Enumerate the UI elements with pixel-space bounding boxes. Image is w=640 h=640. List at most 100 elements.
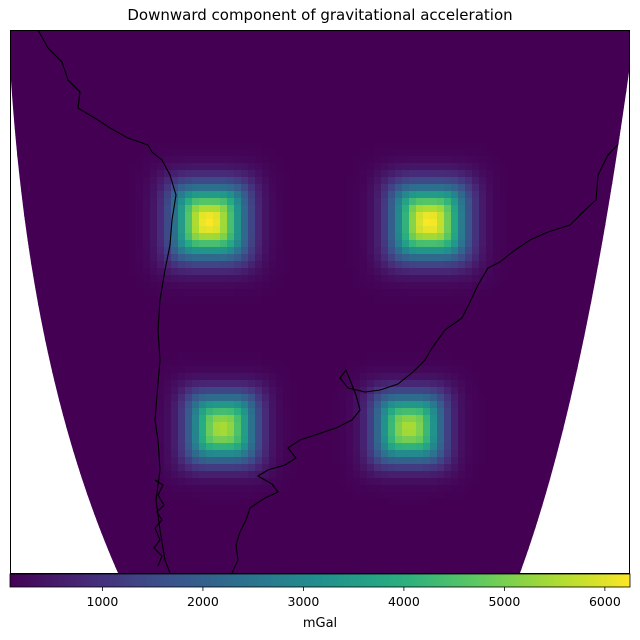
heatmap-cell [493, 324, 501, 332]
heatmap-cell [248, 394, 256, 402]
heatmap-cell [248, 198, 256, 206]
heatmap-cell [311, 289, 319, 297]
heatmap-cell [157, 296, 165, 304]
heatmap-cell [367, 408, 375, 416]
heatmap-cell [122, 338, 130, 346]
heatmap-cell [430, 415, 438, 423]
heatmap-cell [402, 128, 410, 136]
heatmap-cell [59, 296, 67, 304]
heatmap-cell [591, 121, 599, 129]
heatmap-cell [164, 170, 172, 178]
heatmap-cell [129, 135, 137, 143]
heatmap-cell [52, 387, 60, 395]
heatmap-cell [416, 352, 424, 360]
heatmap-cell [255, 247, 263, 255]
heatmap-cell [486, 156, 494, 164]
heatmap-cell [171, 65, 179, 73]
heatmap-cell [304, 240, 312, 248]
heatmap-cell [374, 310, 382, 318]
heatmap-cell [213, 142, 221, 150]
heatmap-cell [115, 44, 123, 52]
heatmap-cell [346, 205, 354, 213]
heatmap-cell [87, 121, 95, 129]
heatmap-cell [591, 310, 599, 318]
heatmap-cell [563, 219, 571, 227]
heatmap-cell [108, 198, 116, 206]
heatmap-cell [318, 163, 326, 171]
heatmap-cell [423, 233, 431, 241]
heatmap-cell [346, 121, 354, 129]
heatmap-cell [556, 261, 564, 269]
heatmap-cell [535, 86, 543, 94]
heatmap-cell [122, 415, 130, 423]
heatmap-cell [73, 163, 81, 171]
heatmap-cell [437, 261, 445, 269]
heatmap-cell [388, 247, 396, 255]
heatmap-cell [388, 394, 396, 402]
heatmap-cell [360, 373, 368, 381]
heatmap-cell [458, 401, 466, 409]
chart-title: Downward component of gravitational acce… [127, 6, 513, 24]
heatmap-cell [31, 359, 39, 367]
heatmap-cell [619, 380, 627, 388]
heatmap-cell [577, 72, 585, 80]
heatmap-cell [612, 93, 620, 101]
heatmap-cell [472, 296, 480, 304]
heatmap-cell [563, 226, 571, 234]
heatmap-cell [612, 324, 620, 332]
heatmap-cell [514, 345, 522, 353]
heatmap-cell [479, 205, 487, 213]
heatmap-cell [290, 289, 298, 297]
heatmap-cell [143, 107, 151, 115]
heatmap-cell [220, 324, 228, 332]
heatmap-cell [528, 184, 536, 192]
heatmap-cell [164, 331, 172, 339]
heatmap-cell [381, 275, 389, 283]
heatmap-cell [479, 44, 487, 52]
heatmap-cell [262, 93, 270, 101]
heatmap-cell [10, 415, 18, 423]
heatmap-cell [185, 345, 193, 353]
heatmap-cell [584, 100, 592, 108]
heatmap-cell [423, 254, 431, 262]
heatmap-cell [59, 170, 67, 178]
heatmap-cell [353, 317, 361, 325]
heatmap-cell [451, 303, 459, 311]
heatmap-cell [164, 233, 172, 241]
heatmap-cell [514, 205, 522, 213]
heatmap-cell [381, 135, 389, 143]
heatmap-cell [619, 394, 627, 402]
heatmap-cell [206, 72, 214, 80]
heatmap-cell [164, 72, 172, 80]
heatmap-cell [297, 289, 305, 297]
heatmap-cell [220, 198, 228, 206]
heatmap-cell [304, 352, 312, 360]
heatmap-cell [430, 289, 438, 297]
heatmap-cell [297, 296, 305, 304]
heatmap-cell [276, 37, 284, 45]
heatmap-cell [66, 198, 74, 206]
heatmap-cell [10, 261, 18, 269]
heatmap-cell [479, 247, 487, 255]
heatmap-cell [45, 422, 53, 430]
heatmap-cell [269, 65, 277, 73]
heatmap-cell [598, 373, 606, 381]
heatmap-cell [318, 324, 326, 332]
heatmap-cell [38, 198, 46, 206]
heatmap-cell [444, 191, 452, 199]
heatmap-cell [591, 380, 599, 388]
heatmap-cell [311, 261, 319, 269]
heatmap-cell [213, 93, 221, 101]
heatmap-cell [395, 128, 403, 136]
heatmap-cell [437, 142, 445, 150]
heatmap-cell [108, 142, 116, 150]
heatmap-cell [549, 72, 557, 80]
heatmap-cell [374, 86, 382, 94]
heatmap-cell [157, 212, 165, 220]
heatmap-cell [444, 170, 452, 178]
heatmap-cell [430, 303, 438, 311]
heatmap-cell [416, 310, 424, 318]
heatmap-cell [52, 408, 60, 416]
heatmap-cell [10, 93, 18, 101]
heatmap-cell [339, 65, 347, 73]
